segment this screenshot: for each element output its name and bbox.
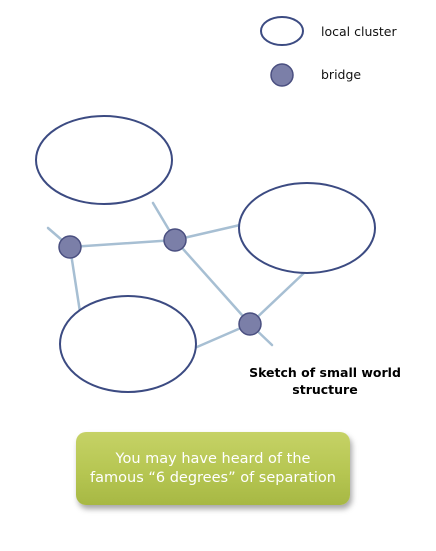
legend-cluster-label: local cluster xyxy=(321,24,397,39)
edge-bridge1-bridge2 xyxy=(68,238,177,249)
bridge-node-3 xyxy=(238,312,262,336)
edge-bridge2-bridge3 xyxy=(173,238,252,326)
diagram-caption: Sketch of small world structure xyxy=(249,365,401,397)
bridge-node-1 xyxy=(58,235,82,259)
edge-bridge3-cluster-right xyxy=(248,270,307,326)
legend-cluster-symbol xyxy=(260,16,304,46)
legend-bridge-symbol xyxy=(270,63,294,87)
cluster-top-left xyxy=(35,115,173,205)
bridge-node-2 xyxy=(163,228,187,252)
callout-box: You may have heard of the famous “6 degr… xyxy=(76,432,350,505)
legend-bridge-label: bridge xyxy=(321,67,361,82)
cluster-bottom-left xyxy=(59,295,197,393)
cluster-right xyxy=(238,182,376,274)
callout-text: You may have heard of the famous “6 degr… xyxy=(90,450,336,486)
